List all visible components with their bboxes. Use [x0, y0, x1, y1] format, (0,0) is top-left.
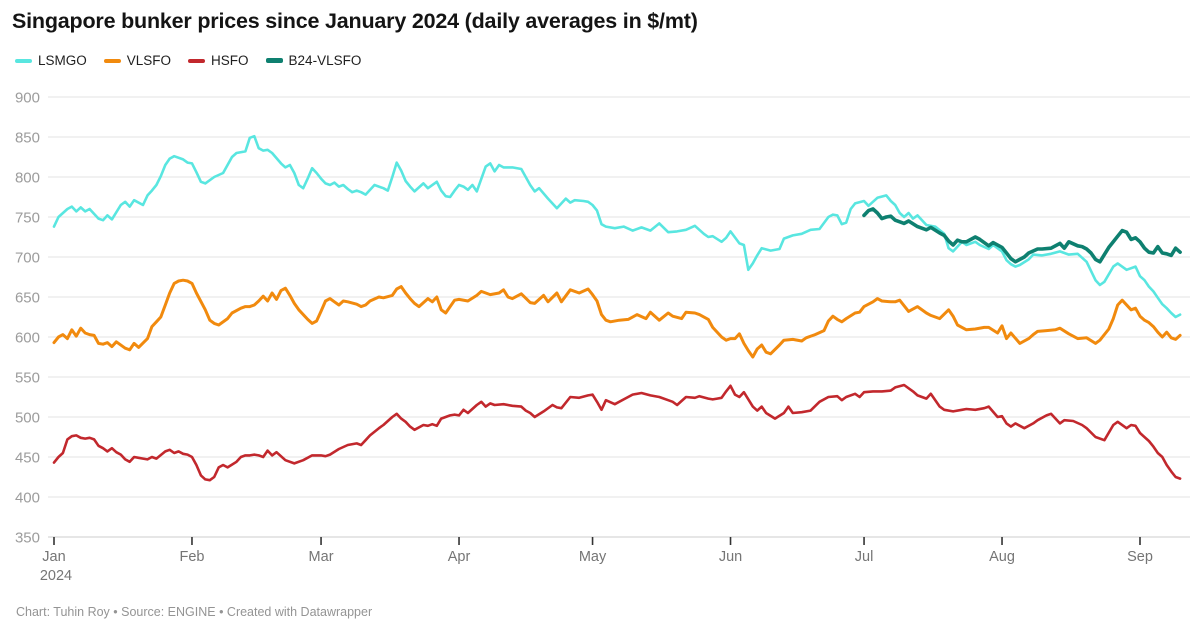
legend-swatch-vlsfo-icon — [103, 58, 121, 63]
legend-label-b24-vlsfo: B24-VLSFO — [288, 53, 362, 68]
legend-item-vlsfo: VLSFO — [103, 53, 172, 68]
series-line-hsfo — [52, 383, 1182, 482]
legend-item-lsmgo: LSMGO — [15, 53, 87, 68]
legend-swatch-b24-vlsfo-icon — [265, 58, 283, 63]
attribution-footer: Chart: Tuhin Roy • Source: ENGINE • Crea… — [16, 605, 373, 619]
x-axis-label-jun: Jun — [719, 549, 742, 565]
x-axis-label-jan: Jan — [42, 549, 65, 565]
x-axis-label-sep: Sep — [1127, 549, 1153, 565]
legend-swatch-lsmgo-icon — [15, 58, 32, 63]
y-axis-label-550: 550 — [15, 370, 40, 387]
x-axis-year-label: 2024 — [40, 568, 72, 584]
legend-item-b24-vlsfo: B24-VLSFO — [265, 53, 362, 68]
x-axis-label-feb: Feb — [179, 549, 204, 565]
x-axis-label-apr: Apr — [448, 549, 471, 565]
y-axis-label-900: 900 — [15, 90, 40, 107]
series-line-b24-vlsfo — [862, 207, 1182, 264]
legend-item-hsfo: HSFO — [188, 53, 249, 68]
y-axis-label-350: 350 — [15, 530, 40, 547]
x-axis-label-aug: Aug — [989, 549, 1015, 565]
legend: LSMGO VLSFO HSFO B24-VLSFO — [15, 53, 361, 68]
x-axis-label-may: May — [579, 549, 607, 565]
y-axis-label-800: 800 — [15, 170, 40, 187]
series-line-lsmgo — [52, 134, 1182, 319]
legend-label-hsfo: HSFO — [211, 53, 249, 68]
legend-swatch-hsfo-icon — [188, 58, 206, 63]
page-title: Singapore bunker prices since January 20… — [12, 9, 698, 33]
y-axis-label-850: 850 — [15, 130, 40, 147]
x-axis-label-jul: Jul — [855, 549, 874, 565]
y-axis-label-650: 650 — [15, 290, 40, 307]
y-axis-label-700: 700 — [15, 250, 40, 267]
series-line-vlsfo — [52, 278, 1182, 359]
y-axis-label-400: 400 — [15, 490, 40, 507]
y-axis-label-500: 500 — [15, 410, 40, 427]
y-axis-label-450: 450 — [15, 450, 40, 467]
y-axis-label-600: 600 — [15, 330, 40, 347]
legend-label-lsmgo: LSMGO — [38, 53, 87, 68]
legend-label-vlsfo: VLSFO — [126, 53, 172, 68]
x-axis-label-mar: Mar — [309, 549, 334, 565]
y-axis-label-750: 750 — [15, 210, 40, 227]
